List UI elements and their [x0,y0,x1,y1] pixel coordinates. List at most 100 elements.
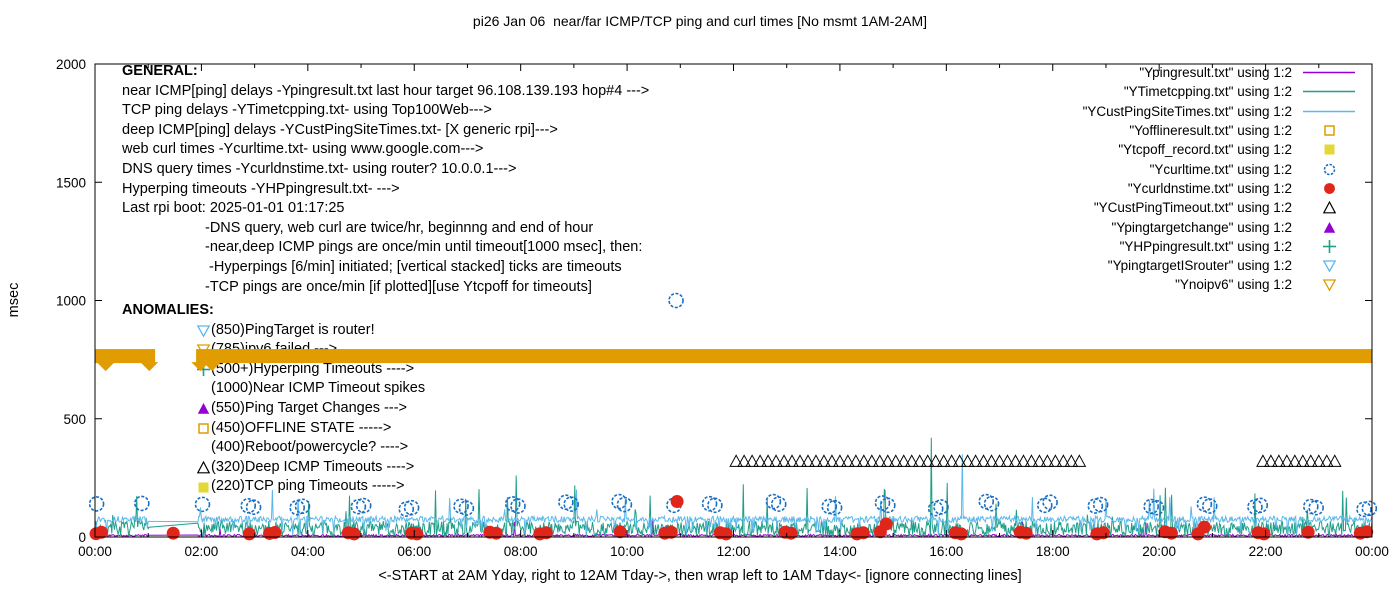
legend-marker-line-icon [1302,104,1356,119]
legend-item: "YHPpingresult.txt" using 1:2 [1083,237,1356,256]
general-note-line: DNS query times -Ycurldnstime.txt- using… [122,160,517,177]
legend-marker-line-icon [1302,84,1356,99]
tridown-open-icon [1322,279,1336,292]
anomaly-item: (500+)Hyperping Timeouts ----> [196,360,425,380]
x-tick-label: 08:00 [504,544,538,559]
curl-time-points [88,292,1378,518]
general-note-line: Last rpi boot: 2025-01-01 01:17:25 [122,200,345,217]
legend-label: "Ycurltime.txt" using 1:2 [1149,161,1292,177]
general-note-indented-line: -near,deep ICMP pings are once/min until… [205,239,643,256]
square-open-icon [198,423,209,434]
anomaly-marker-triangle-filled-icon [196,401,211,416]
general-note-indented-line: -DNS query, web curl are twice/hr, begin… [205,219,594,236]
legend-item: "YTimetcpping.txt" using 1:2 [1083,82,1356,101]
legend-line-icon [1303,91,1355,93]
triangle-open-icon [1322,200,1336,214]
anomaly-text: (500+)Hyperping Timeouts ----> [211,360,415,377]
legend-item: "Yofflineresult.txt" using 1:2 [1083,121,1356,140]
legend-label: "Yofflineresult.txt" using 1:2 [1129,123,1292,139]
anomaly-item: (550)Ping Target Changes ---> [196,399,425,419]
legend-marker-triangle-open-icon [1302,200,1356,215]
general-heading: GENERAL: [122,63,198,79]
legend-marker-circle-open-icon [1302,162,1356,177]
anomaly-item: (850)PingTarget is router! [196,321,425,341]
legend-marker-square-open-icon [1302,123,1356,138]
legend-item: "YpingtargetISrouter" using 1:2 [1083,256,1356,275]
tridown-open-icon [1322,260,1336,273]
x-tick-label: 22:00 [1249,544,1283,559]
deep-icmp-timeout-triangles [729,454,1342,467]
legend: "Ypingresult.txt" using 1:2 "YTimetcpping… [1083,63,1356,295]
legend-item: "Ytcpoff_record.txt" using 1:2 [1083,140,1356,159]
plus-icon [1322,239,1336,253]
x-tick-label: 00:00 [1355,544,1389,559]
legend-marker-line-icon [1302,65,1356,80]
legend-label: "YpingtargetISrouter" using 1:2 [1107,258,1292,274]
anomaly-text: (400)Reboot/powercycle? ----> [211,439,409,456]
x-tick-label: 10:00 [610,544,644,559]
square-open-icon [1323,125,1335,136]
legend-label: "YHPpingresult.txt" using 1:2 [1119,238,1292,254]
triangle-open-icon [196,460,211,474]
anomaly-item: (1000)Near ICMP Timeout spikes [196,379,425,399]
anomaly-item: (220)TCP ping Timeouts -----> [196,477,425,497]
square-filled-icon [1324,144,1334,155]
legend-item: "Ypingtargetchange" using 1:2 [1083,217,1356,236]
legend-label: "Ynoipv6" using 1:2 [1175,277,1292,293]
circle-open-icon [1323,163,1335,175]
anomaly-item: (320)Deep ICMP Timeouts ----> [196,458,425,478]
anomaly-text: (320)Deep ICMP Timeouts ----> [211,458,415,475]
anomaly-marker-triangle-open-icon [196,460,211,475]
triangle-filled-icon [1323,221,1335,233]
legend-label: "Ypingresult.txt" using 1:2 [1139,65,1292,81]
x-axis-label: <-START at 2AM Yday, right to 12AM Tday-… [378,568,1022,584]
anomaly-text: (450)OFFLINE STATE -----> [211,419,392,436]
legend-label: "YCustPingTimeout.txt" using 1:2 [1093,200,1292,216]
legend-label: "YTimetcpping.txt" using 1:2 [1123,84,1292,100]
x-tick-label: 12:00 [717,544,751,559]
y-tick-label: 0 [78,530,86,545]
x-tick-label: 20:00 [1142,544,1176,559]
general-note-line: web curl times -Ycurltime.txt- using www… [122,141,484,158]
legend-label: "Ytcpoff_record.txt" using 1:2 [1118,142,1292,158]
general-note-indented-line: -Hyperpings [6/min] initiated; [vertical… [205,258,622,275]
circle-filled-icon [1323,183,1335,194]
legend-marker-tridown-open-icon [1302,258,1356,273]
legend-item: "Ycurltime.txt" using 1:2 [1083,159,1356,178]
y-tick-label: 1500 [56,175,86,190]
anomaly-item: (450)OFFLINE STATE -----> [196,419,425,439]
legend-label: "Ycurldnstime.txt" using 1:2 [1127,180,1292,196]
legend-line-icon [1303,110,1355,113]
x-tick-label: 04:00 [291,544,325,559]
anomaly-marker-square-open-icon [196,421,211,436]
legend-marker-triangle-filled-icon [1302,220,1356,235]
y-tick-label: 2000 [56,57,86,72]
general-note-indented-line: -TCP pings are once/min [if plotted][use… [205,278,592,295]
axes: 00:00 02:00 04:00 06:00 08:00 10:00 12:00 14:00… [56,57,1389,559]
trace-ycustpingsitetimes-txt [94,454,1373,536]
legend-marker-square-filled-icon [1302,142,1356,157]
square-filled-icon [198,482,209,493]
general-note-line: TCP ping delays -YTimetcpping.txt- using… [122,102,492,119]
legend-item: "Ynoipv6" using 1:2 [1083,275,1356,294]
legend-item: "Ypingresult.txt" using 1:2 [1083,63,1356,82]
legend-marker-tridown-open-icon [1302,277,1356,292]
x-tick-label: 00:00 [78,544,112,559]
legend-item: "YCustPingSiteTimes.txt" using 1:2 [1083,102,1356,121]
x-tick-label: 16:00 [929,544,963,559]
anomaly-text: (220)TCP ping Timeouts -----> [211,478,405,495]
y-tick-label: 500 [63,412,86,427]
general-note-line: Hyperping timeouts -YHPpingresult.txt- -… [122,180,400,197]
anomaly-item: (400)Reboot/powercycle? ----> [196,438,425,458]
x-tick-label: 14:00 [823,544,857,559]
legend-line-icon [1303,71,1355,74]
triangle-filled-icon [197,403,210,415]
general-note-line: deep ICMP[ping] delays -YCustPingSiteTim… [122,121,558,138]
general-notes: GENERAL: near ICMP[ping] delays -Ypingre… [122,62,649,297]
y-tick-label: 1000 [56,294,86,309]
tridown-open-icon [196,325,211,338]
noipv6-band [95,349,1373,372]
anomalies-notes: ANOMALIES: (850)PingTarget is router!(78… [122,301,425,497]
x-tick-label: 06:00 [397,544,431,559]
